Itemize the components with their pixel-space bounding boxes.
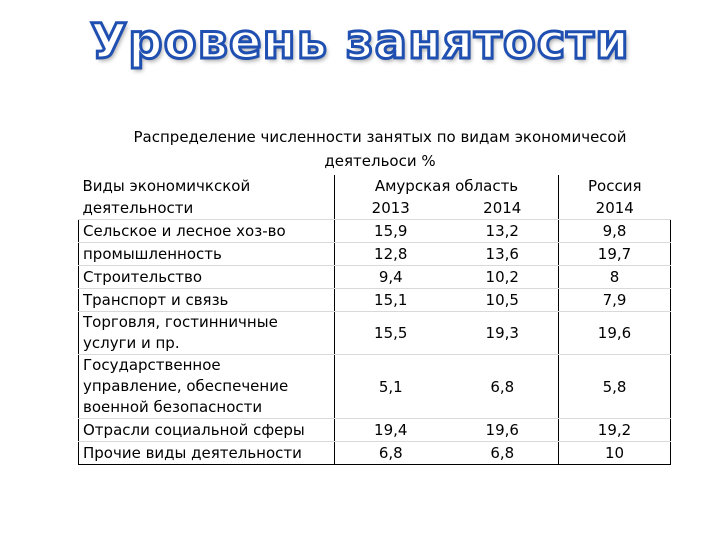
value-region-2014: 13,2 [446, 219, 559, 243]
header-year-2014-region: 2014 [446, 197, 559, 220]
value-region-2013: 19,4 [334, 418, 447, 442]
row-label: Сельское и лесное хоз-во [78, 219, 335, 243]
row-label: Строительство [78, 265, 335, 289]
value-russia-2014: 7,9 [558, 288, 671, 312]
value-russia-2014: 9,8 [558, 219, 671, 243]
value-region-2014: 19,6 [446, 418, 559, 442]
row-label-line-1: Торговля, гостинничные [83, 313, 278, 331]
value-russia-2014: 5,8 [558, 354, 671, 419]
table-caption-line-2: деятельоси % [324, 152, 436, 170]
header-year-2014-russia: 2014 [558, 197, 671, 220]
header-activity-line-2: деятельности [78, 197, 335, 220]
value-russia-2014: 8 [558, 265, 671, 289]
value-region-2014: 6,8 [446, 441, 559, 465]
row-label: Транспорт и связь [78, 288, 335, 312]
table-row: Строительство 9,4 10,2 8 [78, 265, 671, 289]
value-region-2014: 19,3 [446, 311, 559, 355]
value-region-2014: 13,6 [446, 242, 559, 266]
value-region-2013: 12,8 [334, 242, 447, 266]
employment-table: Виды экономичкской Амурская область Росс… [78, 175, 671, 465]
value-region-2013: 6,8 [334, 441, 447, 465]
value-russia-2014: 19,2 [558, 418, 671, 442]
header-country: Россия [588, 177, 642, 195]
row-label: Государственное управление, обеспечение … [78, 354, 335, 419]
value-region-2014: 6,8 [446, 354, 559, 419]
value-russia-2014: 19,7 [558, 242, 671, 266]
slide-title: Уровень занятости [89, 13, 630, 72]
table-row: Сельское и лесное хоз-во 15,9 13,2 9,8 [78, 219, 671, 243]
row-label: промышленность [78, 242, 335, 266]
table-row: Государственное управление, обеспечение … [78, 354, 671, 419]
value-region-2013: 5,1 [334, 354, 447, 419]
table-row: Прочие виды деятельности 6,8 6,8 10 [78, 441, 671, 465]
row-label-line-1: Государственное [83, 356, 221, 374]
value-region-2014: 10,2 [446, 265, 559, 289]
header-activity-line-1: Виды экономичкской [78, 175, 335, 197]
value-region-2013: 15,5 [334, 311, 447, 355]
row-label: Отрасли социальной сферы [78, 418, 335, 442]
value-region-2013: 15,9 [334, 219, 447, 243]
table-row: Отрасли социальной сферы 19,4 19,6 19,2 [78, 418, 671, 442]
table-row: промышленность 12,8 13,6 19,7 [78, 242, 671, 266]
row-label-line-3: военной безопасности [83, 398, 263, 416]
value-region-2013: 15,1 [334, 288, 447, 312]
header-year-2013: 2013 [334, 197, 447, 220]
header-region: Амурская область [334, 175, 559, 197]
value-region-2014: 10,5 [446, 288, 559, 312]
value-russia-2014: 19,6 [558, 311, 671, 355]
table-row: Транспорт и связь 15,1 10,5 7,9 [78, 288, 671, 312]
row-label-line-2: услуги и пр. [83, 334, 180, 352]
row-label-line-2: управление, обеспечение [83, 377, 289, 395]
row-label: Прочие виды деятельности [78, 441, 335, 465]
table-row: Торговля, гостинничные услуги и пр. 15,5… [78, 311, 671, 355]
table-caption-line-1: Распределение численности занятых по вид… [133, 128, 627, 146]
value-region-2013: 9,4 [334, 265, 447, 289]
value-russia-2014: 10 [558, 441, 671, 465]
row-label: Торговля, гостинничные услуги и пр. [78, 311, 335, 355]
